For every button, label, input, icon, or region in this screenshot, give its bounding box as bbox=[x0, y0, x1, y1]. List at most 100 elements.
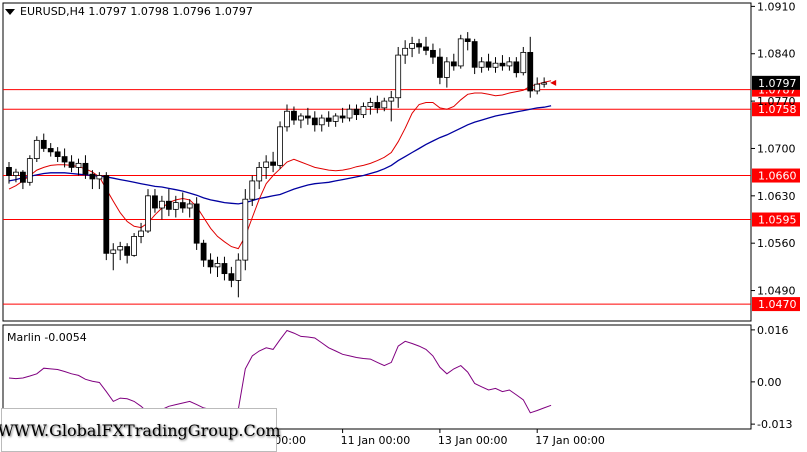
candle-body bbox=[6, 167, 12, 176]
candle-body bbox=[360, 106, 367, 116]
candle-body bbox=[291, 110, 297, 121]
candle-body bbox=[436, 56, 443, 78]
candle-body bbox=[339, 115, 346, 119]
candle-body bbox=[228, 273, 235, 281]
y-tick-label: 1.0910 bbox=[757, 0, 796, 13]
chart-header: EURUSD,H4 1.0797 1.0798 1.0796 1.0797 bbox=[5, 5, 253, 18]
level-label-bg bbox=[752, 168, 800, 183]
level-label: 1.0758 bbox=[758, 103, 797, 116]
candle-body bbox=[89, 173, 96, 180]
candle-body bbox=[96, 175, 103, 180]
candle-body bbox=[534, 83, 541, 92]
candle-body bbox=[75, 162, 82, 168]
candle-body bbox=[499, 62, 506, 67]
level-label: 1.0595 bbox=[758, 214, 797, 227]
candle-body bbox=[214, 263, 221, 268]
indicator-label: Marlin -0.0054 bbox=[7, 331, 87, 344]
candle-body bbox=[61, 156, 68, 163]
candle-body bbox=[165, 200, 172, 210]
candle-body bbox=[103, 175, 110, 254]
price-label: 1.0797 bbox=[758, 77, 797, 90]
candle-body bbox=[527, 51, 534, 92]
watermark: WWW.GlobalFXTradingGroup.Com bbox=[0, 408, 281, 452]
candle-body bbox=[297, 115, 304, 121]
dropdown-triangle-icon[interactable] bbox=[5, 9, 15, 15]
ind-y-tick-label: 0.00 bbox=[757, 376, 782, 389]
candle-body bbox=[332, 115, 339, 122]
candle-body bbox=[381, 100, 388, 109]
candle-body bbox=[26, 158, 33, 183]
candle-body bbox=[284, 110, 290, 128]
candle-body bbox=[193, 203, 200, 244]
candle-body bbox=[207, 259, 214, 268]
level-label: 1.0660 bbox=[758, 170, 797, 183]
candle-body bbox=[138, 230, 144, 237]
candle-body bbox=[395, 54, 402, 99]
candle-body bbox=[54, 151, 61, 157]
candle-body bbox=[450, 61, 457, 67]
y-tick-label: 1.0630 bbox=[757, 190, 796, 203]
candle-body bbox=[117, 246, 124, 251]
candle-body bbox=[346, 108, 353, 119]
candle-body bbox=[457, 38, 464, 67]
level-label-bg bbox=[752, 212, 800, 227]
level-label-bg bbox=[752, 297, 800, 312]
candle-body bbox=[478, 61, 485, 68]
candle-body bbox=[325, 117, 332, 122]
candle-body bbox=[353, 108, 360, 116]
candle-body bbox=[200, 242, 207, 261]
marlin-line bbox=[8, 329, 552, 414]
candle-body bbox=[179, 202, 186, 209]
candle-body bbox=[263, 161, 270, 168]
symbol-ohlc-text: EURUSD,H4 1.0797 1.0798 1.0796 1.0797 bbox=[20, 5, 253, 18]
candle-body bbox=[242, 198, 249, 261]
candle-body bbox=[131, 236, 138, 256]
candle-body bbox=[416, 43, 422, 48]
y-tick-label: 1.0490 bbox=[757, 285, 796, 298]
candle-body bbox=[402, 47, 409, 56]
candle-body bbox=[311, 117, 318, 126]
candle-body bbox=[47, 148, 54, 153]
candle-body bbox=[13, 171, 19, 176]
candle-body bbox=[443, 61, 450, 78]
ind-y-tick-label: -0.013 bbox=[757, 418, 792, 431]
candle-body bbox=[152, 195, 158, 209]
candle-body bbox=[186, 203, 193, 209]
candle-body bbox=[430, 49, 436, 58]
candle-body bbox=[409, 43, 416, 49]
candle-body bbox=[423, 46, 429, 51]
candle-body bbox=[270, 161, 277, 166]
candle-body bbox=[221, 263, 228, 275]
y-tick-label: 1.0700 bbox=[757, 142, 796, 155]
candle-body bbox=[110, 249, 117, 254]
y-tick-label: 1.0560 bbox=[757, 237, 796, 250]
candle-body bbox=[471, 41, 478, 68]
candle-body bbox=[464, 38, 471, 42]
price-arrow-icon bbox=[550, 79, 557, 86]
candle-body bbox=[388, 97, 395, 102]
candle-body bbox=[82, 162, 89, 175]
candle-body bbox=[172, 202, 179, 210]
candle-body bbox=[68, 161, 75, 168]
candle-body bbox=[145, 195, 151, 232]
candle-body bbox=[520, 51, 527, 74]
y-tick-label: 1.0770 bbox=[757, 95, 796, 108]
candle-body bbox=[33, 139, 40, 160]
level-label-bg bbox=[752, 102, 800, 117]
x-tick-label: 11 Jan 00:00 bbox=[341, 434, 411, 447]
candle-body bbox=[124, 246, 131, 256]
candle-body bbox=[19, 171, 26, 183]
candle-body bbox=[506, 61, 513, 67]
candle-body bbox=[513, 61, 520, 74]
y-tick-label: 1.0840 bbox=[757, 48, 796, 61]
candle-body bbox=[485, 61, 492, 68]
candle-body bbox=[318, 117, 325, 126]
x-tick-label: 17 Jan 00:00 bbox=[535, 434, 605, 447]
x-tick-label: 13 Jan 00:00 bbox=[438, 434, 508, 447]
candle-body bbox=[249, 180, 256, 200]
candle-body bbox=[277, 126, 283, 166]
ind-y-tick-label: 0.016 bbox=[757, 324, 789, 337]
candle-body bbox=[374, 102, 381, 109]
candle-body bbox=[492, 62, 499, 68]
